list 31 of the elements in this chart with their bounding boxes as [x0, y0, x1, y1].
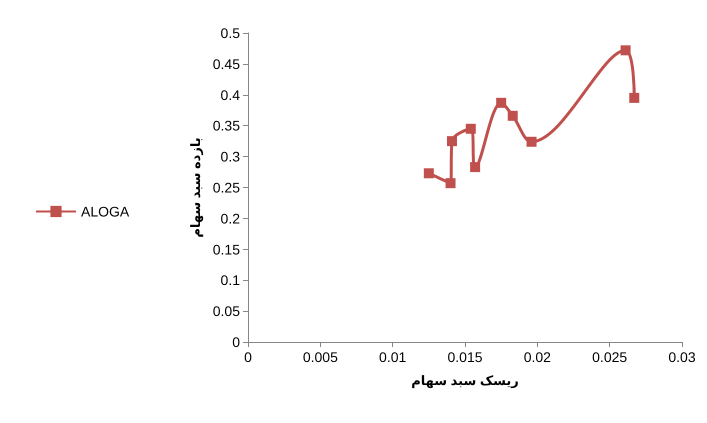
x-tick-label: 0.015: [447, 349, 483, 365]
y-tick-label: 0.5: [220, 25, 240, 41]
point: [466, 124, 476, 134]
point: [424, 168, 434, 178]
point: [526, 136, 537, 147]
point: [446, 136, 457, 146]
x-tick-label: 0.025: [592, 349, 628, 365]
y-tick-label: 0.05: [212, 303, 240, 320]
point: [629, 92, 640, 103]
y-tick-label: 0.2: [220, 210, 240, 226]
point: [470, 162, 480, 172]
y-tick-label: 0: [232, 334, 240, 350]
y-tick-label: 0.35: [212, 118, 240, 134]
x-tick-label: 0.03: [668, 349, 696, 365]
y-tick-label: 0.15: [212, 241, 240, 258]
y-tick-label: 0.1: [220, 272, 240, 288]
legend-label: ALOGA: [81, 204, 130, 220]
point: [620, 45, 631, 56]
y-tick-label: 0.25: [212, 180, 240, 196]
x-tick-label: 0.01: [379, 349, 407, 365]
y-tick-label: 0.45: [212, 56, 240, 72]
x-tick-label: 0.02: [524, 349, 552, 365]
y-tick-label: 0.4: [220, 86, 240, 103]
y-axis-title: بازده سبد سهام: [188, 137, 204, 238]
x-tick-label: 0.005: [302, 349, 338, 365]
x-tick-label: 0: [244, 349, 252, 365]
point: [508, 110, 518, 121]
point: [446, 178, 456, 188]
x-axis-title: ریسک سبد سهام: [411, 373, 519, 389]
y-tick-label: 0.3: [220, 148, 240, 165]
point: [496, 98, 506, 108]
